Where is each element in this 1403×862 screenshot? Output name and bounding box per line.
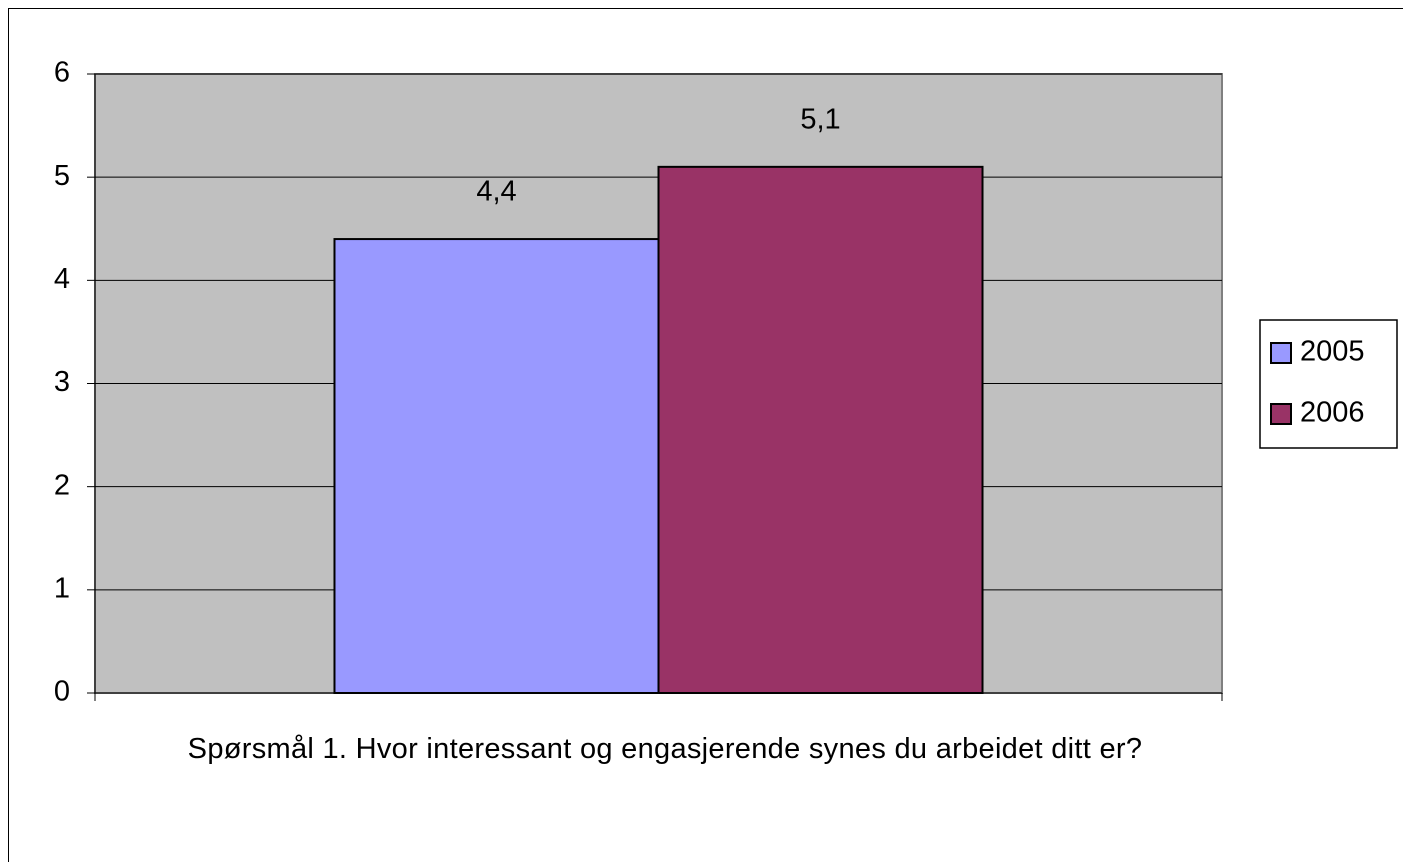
legend-label: 2006 <box>1300 397 1365 429</box>
y-tick-label: 3 <box>54 366 70 398</box>
bar <box>333 238 660 694</box>
legend-label: 2005 <box>1300 336 1365 368</box>
y-tick-label: 4 <box>54 263 70 295</box>
bar <box>657 165 984 695</box>
y-tick-label: 6 <box>54 57 70 89</box>
x-category-label: Spørsmål 1. Hvor interessant og engasjer… <box>187 733 1143 765</box>
legend-swatch <box>1270 342 1292 364</box>
legend <box>1259 319 1398 449</box>
y-tick-label: 0 <box>54 676 70 708</box>
y-tick-label: 5 <box>54 160 70 192</box>
legend-swatch <box>1270 403 1292 425</box>
value-label: 5,1 <box>800 104 840 136</box>
value-label: 4,4 <box>476 176 516 208</box>
y-tick-label: 2 <box>54 469 70 501</box>
y-tick-label: 1 <box>54 572 70 604</box>
